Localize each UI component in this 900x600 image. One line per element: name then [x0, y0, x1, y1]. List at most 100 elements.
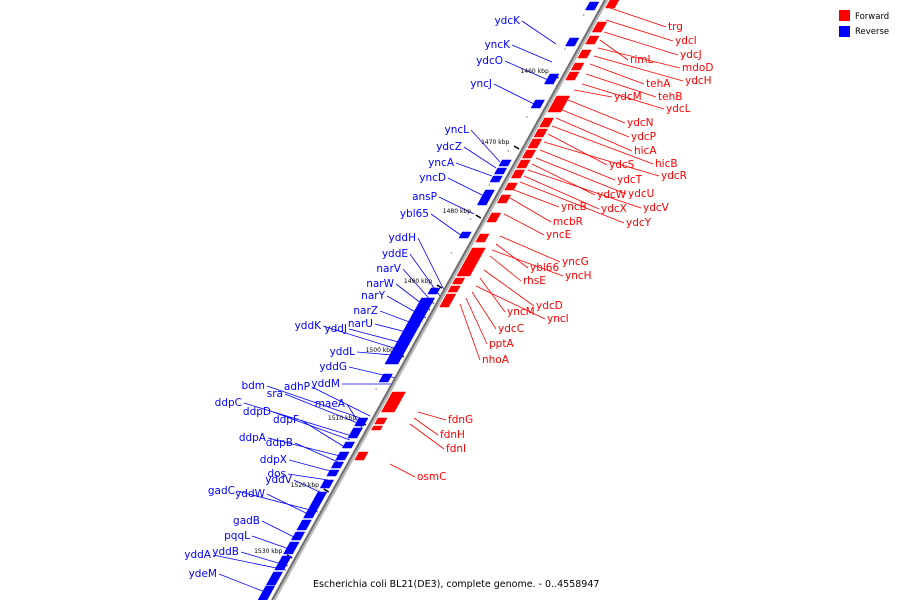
forward-gene-label[interactable]: hicB: [655, 158, 678, 170]
reverse-gene-label[interactable]: ddpX: [260, 454, 287, 466]
forward-gene-label[interactable]: pptA: [489, 338, 514, 350]
forward-gene-label[interactable]: fdnH: [440, 429, 465, 441]
reverse-gene-label[interactable]: ydeM: [189, 568, 217, 580]
forward-gene-feature[interactable]: [565, 71, 580, 81]
reverse-gene-feature[interactable]: [265, 571, 283, 586]
forward-gene-feature[interactable]: [591, 21, 608, 33]
reverse-gene-label[interactable]: ddpA: [239, 432, 267, 444]
forward-gene-label[interactable]: osmC: [417, 471, 446, 483]
reverse-gene-feature[interactable]: [310, 491, 328, 506]
forward-gene-label[interactable]: mcbR: [553, 216, 583, 228]
reverse-gene-feature[interactable]: [354, 417, 369, 427]
reverse-gene-feature[interactable]: [427, 287, 441, 295]
forward-gene-feature[interactable]: [605, 0, 620, 9]
reverse-gene-feature[interactable]: [458, 231, 472, 239]
reverse-gene-label[interactable]: yddM: [311, 378, 340, 390]
reverse-gene-label[interactable]: gadB: [233, 515, 260, 527]
reverse-gene-feature[interactable]: [530, 99, 545, 109]
forward-gene-label[interactable]: ydcM: [614, 91, 642, 103]
forward-gene-label[interactable]: ydcJ: [680, 49, 702, 61]
reverse-gene-feature[interactable]: [303, 504, 321, 519]
reverse-gene-label[interactable]: yddJ: [324, 323, 347, 335]
reverse-gene-label[interactable]: ydcZ: [436, 141, 462, 153]
forward-gene-label[interactable]: ydcN: [627, 117, 654, 129]
forward-gene-label[interactable]: yncB: [561, 201, 587, 213]
reverse-gene-label[interactable]: yddV: [265, 474, 293, 486]
reverse-gene-feature[interactable]: [565, 37, 580, 47]
forward-gene-label[interactable]: mdoD: [682, 62, 713, 74]
reverse-gene-feature[interactable]: [384, 329, 418, 365]
forward-gene-feature[interactable]: [443, 293, 457, 301]
forward-gene-feature[interactable]: [585, 35, 600, 45]
forward-gene-feature[interactable]: [475, 233, 490, 243]
forward-gene-label[interactable]: ydcY: [626, 217, 652, 229]
reverse-gene-label[interactable]: ddpF: [273, 414, 299, 426]
forward-gene-feature[interactable]: [456, 247, 486, 277]
reverse-gene-label[interactable]: ydcO: [476, 55, 503, 67]
reverse-gene-label[interactable]: yncJ: [470, 78, 492, 90]
reverse-gene-label[interactable]: narU: [348, 318, 373, 330]
forward-gene-label[interactable]: fdnG: [448, 414, 473, 426]
forward-gene-label[interactable]: trg: [668, 21, 683, 33]
reverse-gene-label[interactable]: yddL: [330, 346, 356, 358]
forward-gene-label[interactable]: yncE: [546, 229, 571, 241]
forward-gene-feature[interactable]: [547, 95, 571, 113]
forward-gene-label[interactable]: ydcI: [675, 35, 697, 47]
forward-gene-label[interactable]: ydcL: [666, 103, 691, 115]
reverse-gene-feature[interactable]: [543, 73, 560, 85]
reverse-gene-feature[interactable]: [326, 469, 340, 477]
forward-gene-label[interactable]: ydcW: [597, 189, 627, 201]
forward-gene-label[interactable]: ydcT: [617, 174, 643, 186]
reverse-gene-label[interactable]: dos: [267, 468, 286, 480]
reverse-gene-feature[interactable]: [341, 441, 356, 449]
reverse-gene-feature[interactable]: [319, 479, 335, 489]
forward-gene-label[interactable]: ydcC: [498, 323, 524, 335]
reverse-gene-label[interactable]: yddK: [295, 320, 323, 332]
reverse-gene-feature[interactable]: [274, 555, 292, 571]
reverse-gene-feature[interactable]: [257, 585, 276, 600]
reverse-gene-feature[interactable]: [494, 167, 508, 175]
reverse-gene-label[interactable]: yddW: [235, 488, 266, 500]
forward-gene-label[interactable]: yncM: [507, 306, 535, 318]
forward-gene-label[interactable]: tehA: [646, 78, 671, 90]
reverse-gene-label[interactable]: sra: [267, 388, 283, 400]
reverse-gene-feature[interactable]: [335, 451, 350, 461]
forward-gene-label[interactable]: ydcX: [601, 203, 627, 215]
reverse-gene-feature[interactable]: [585, 1, 600, 11]
reverse-gene-label[interactable]: ybl65: [400, 208, 429, 220]
reverse-gene-label[interactable]: gadC: [208, 485, 235, 497]
forward-gene-feature[interactable]: [539, 117, 554, 128]
reverse-gene-label[interactable]: yddB: [212, 546, 239, 558]
forward-gene-feature[interactable]: [354, 451, 369, 461]
reverse-gene-label[interactable]: pqqL: [224, 530, 250, 542]
forward-gene-feature[interactable]: [486, 212, 502, 223]
forward-gene-feature[interactable]: [504, 182, 518, 191]
forward-gene-label[interactable]: rhsE: [523, 275, 546, 287]
reverse-gene-label[interactable]: yncK: [484, 39, 511, 51]
reverse-gene-label[interactable]: yncD: [419, 172, 446, 184]
forward-gene-label[interactable]: ydcD: [536, 300, 563, 312]
forward-gene-label[interactable]: nhoA: [482, 354, 510, 366]
forward-gene-label[interactable]: yncG: [562, 256, 589, 268]
forward-gene-label[interactable]: ydcH: [685, 75, 712, 87]
reverse-gene-label[interactable]: yddA: [184, 549, 212, 561]
reverse-gene-label[interactable]: ddpD: [243, 406, 271, 418]
reverse-gene-feature[interactable]: [498, 159, 512, 167]
reverse-gene-label[interactable]: narV: [376, 263, 401, 275]
forward-gene-feature[interactable]: [439, 299, 453, 308]
forward-gene-label[interactable]: fdnI: [446, 443, 466, 455]
reverse-gene-label[interactable]: yddG: [319, 361, 347, 373]
forward-gene-feature[interactable]: [577, 49, 592, 59]
forward-gene-label[interactable]: hicA: [634, 145, 657, 157]
reverse-gene-label[interactable]: yncA: [428, 157, 455, 169]
reverse-gene-feature[interactable]: [296, 519, 312, 531]
forward-gene-feature[interactable]: [570, 62, 585, 71]
reverse-gene-label[interactable]: bdm: [241, 380, 265, 392]
forward-gene-feature[interactable]: [527, 138, 543, 149]
forward-gene-label[interactable]: ydcR: [661, 170, 687, 182]
forward-gene-label[interactable]: ydcV: [643, 202, 670, 214]
forward-gene-feature[interactable]: [451, 277, 466, 285]
forward-gene-feature[interactable]: [521, 149, 537, 159]
reverse-gene-label[interactable]: narZ: [353, 305, 378, 317]
reverse-gene-label[interactable]: adhP: [284, 381, 310, 393]
